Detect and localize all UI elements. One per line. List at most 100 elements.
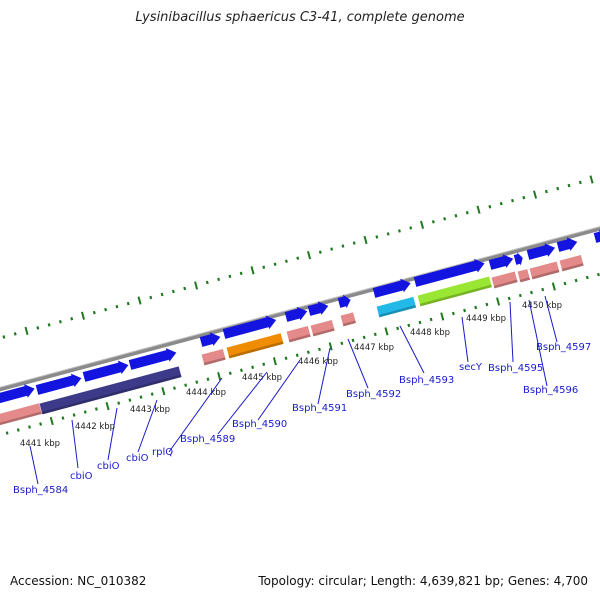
- inner-major-tick: [551, 282, 556, 291]
- gene-label-bsph-4593[interactable]: Bsph_4593: [399, 375, 454, 386]
- outer-minor-tick: [567, 183, 571, 188]
- inner-minor-tick: [195, 380, 199, 384]
- outer-minor-tick: [386, 232, 390, 236]
- inner-major-tick: [440, 312, 445, 321]
- gene-label-cbio-1[interactable]: cbiO: [70, 471, 93, 482]
- outer-minor-tick: [217, 277, 221, 282]
- forward-cds-track: [0, 229, 600, 404]
- gene-leader-lines: [29, 295, 558, 485]
- inner-minor-tick: [396, 326, 400, 331]
- kbp-label: 4444 kbp: [186, 388, 226, 398]
- pink-feature: [559, 254, 584, 272]
- gene-label-bsph-4591[interactable]: Bsph_4591: [292, 403, 347, 414]
- outer-major-tick: [589, 175, 594, 184]
- outer-minor-tick: [398, 229, 401, 233]
- outer-minor-tick: [262, 265, 266, 269]
- cds-arrow: [593, 229, 600, 244]
- accession-text: Accession: NC_010382: [10, 574, 147, 588]
- gene-label-bsph-4592[interactable]: Bsph_4592: [346, 389, 401, 400]
- inner-major-tick: [217, 372, 222, 381]
- inner-minor-tick: [228, 371, 232, 375]
- inner-minor-tick: [262, 362, 266, 366]
- cds-arrow: [337, 294, 351, 309]
- outer-minor-tick: [2, 335, 6, 339]
- outer-minor-tick: [70, 317, 74, 321]
- outer-minor-tick: [36, 326, 40, 330]
- outer-major-tick: [137, 296, 142, 305]
- inner-minor-tick: [39, 422, 43, 426]
- inner-minor-tick: [351, 338, 355, 343]
- outer-minor-tick: [58, 320, 62, 324]
- cds-arrow: [526, 243, 556, 260]
- inner-minor-tick: [28, 425, 31, 429]
- cds-arrow: [284, 306, 308, 322]
- kbp-label: 4448 kbp: [410, 328, 450, 338]
- genome-backbone-highlight: [0, 226, 600, 388]
- inner-minor-tick: [251, 365, 255, 369]
- outer-minor-tick: [318, 250, 322, 254]
- pink-feature: [286, 325, 311, 343]
- lime-feature: [417, 276, 492, 307]
- pink-feature: [517, 269, 531, 283]
- outer-minor-tick: [13, 332, 17, 336]
- gene-label-bsph-4589[interactable]: Bsph_4589: [180, 434, 235, 445]
- pink-feature: [529, 261, 560, 280]
- outer-minor-tick: [454, 214, 458, 218]
- gene-label-bsph-4590[interactable]: Bsph_4590: [232, 419, 287, 430]
- outer-major-tick: [307, 251, 312, 260]
- inner-minor-tick: [518, 293, 522, 298]
- inner-minor-tick: [94, 407, 98, 411]
- inner-minor-tick: [451, 311, 455, 316]
- gene-label-bsph-4584[interactable]: Bsph_4584: [13, 485, 68, 496]
- inner-minor-tick: [541, 287, 545, 292]
- gene-label-bsph-4595[interactable]: Bsph_4595: [488, 363, 543, 374]
- outer-minor-tick: [522, 195, 526, 200]
- inner-minor-tick: [485, 302, 489, 307]
- inner-minor-tick: [563, 281, 567, 286]
- inner-minor-tick: [150, 392, 154, 396]
- outer-minor-tick: [296, 256, 300, 260]
- outer-major-tick: [81, 311, 85, 320]
- outer-tick-track: [2, 175, 594, 339]
- gene-label-secy[interactable]: secY: [459, 362, 483, 373]
- topology-text: Topology: circular; Length: 4,639,821 bp…: [258, 574, 588, 588]
- inner-minor-tick: [206, 377, 210, 381]
- inner-minor-tick: [407, 323, 411, 328]
- inner-minor-tick: [507, 296, 511, 301]
- inner-minor-tick: [5, 431, 9, 435]
- orange-feature: [226, 333, 284, 359]
- cds-arrow: [128, 348, 177, 370]
- inner-major-tick: [161, 387, 166, 396]
- kbp-label: 4442 kbp: [75, 422, 115, 432]
- inner-minor-tick: [474, 305, 478, 310]
- cds-arrow: [513, 252, 523, 266]
- outer-minor-tick: [352, 241, 356, 245]
- gene-label-cbio-2[interactable]: cbiO: [97, 461, 120, 472]
- inner-minor-tick: [83, 410, 87, 414]
- outer-minor-tick: [104, 307, 108, 312]
- outer-minor-tick: [409, 226, 413, 230]
- cds-arrow: [372, 278, 411, 298]
- outer-major-tick: [250, 266, 255, 275]
- outer-major-tick: [420, 220, 425, 229]
- gene-label-bsph-4597[interactable]: Bsph_4597: [536, 342, 591, 353]
- inner-minor-tick: [139, 395, 143, 399]
- outer-minor-tick: [149, 295, 153, 300]
- kbp-label: 4443 kbp: [130, 405, 170, 415]
- outer-minor-tick: [330, 247, 334, 251]
- gene-label-bsph-4596[interactable]: Bsph_4596: [523, 385, 578, 396]
- pink-feature: [340, 312, 356, 327]
- inner-minor-tick: [117, 401, 121, 405]
- gene-label-cbio-3[interactable]: cbiO: [126, 453, 149, 464]
- outer-minor-tick: [431, 220, 435, 224]
- cds-arrow: [556, 237, 578, 252]
- outer-minor-tick: [47, 323, 51, 327]
- gene-label-rplq[interactable]: rplQ: [152, 447, 173, 458]
- cds-arrow: [413, 258, 485, 287]
- outer-major-tick: [194, 281, 199, 290]
- purple-feature: [39, 366, 182, 415]
- inner-minor-tick: [173, 386, 176, 390]
- cds-arrow: [0, 384, 35, 404]
